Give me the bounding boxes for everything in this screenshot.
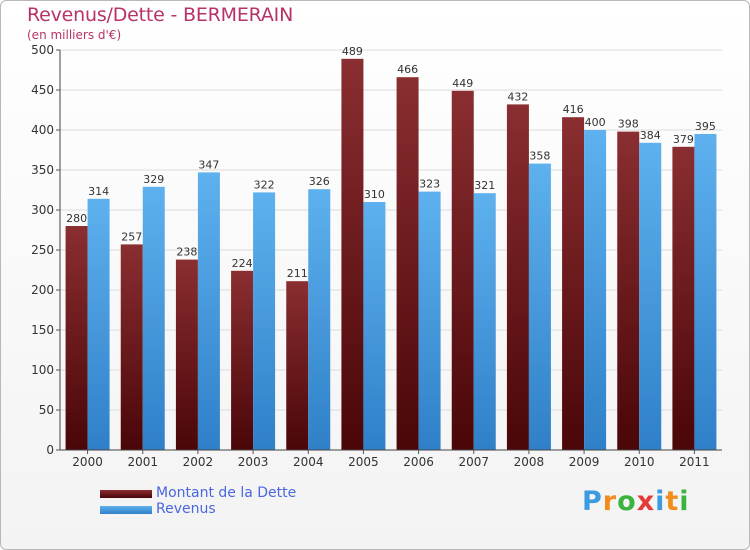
bar-dette-2002 bbox=[175, 259, 198, 450]
bar-dette-2003 bbox=[231, 270, 254, 450]
data-label-revenus-2004: 326 bbox=[309, 175, 330, 188]
grid-lines bbox=[60, 49, 722, 451]
data-label-revenus-2009: 400 bbox=[585, 116, 606, 129]
bar-dette-2004 bbox=[286, 281, 309, 450]
bar-revenus-2010 bbox=[639, 142, 662, 451]
bar-dette-2000 bbox=[65, 226, 88, 450]
data-label-dette-2001: 257 bbox=[121, 230, 142, 243]
proxiti-logo: Proxiti bbox=[582, 486, 690, 517]
data-label-dette-2008: 432 bbox=[507, 90, 528, 103]
logo-letter: r bbox=[602, 486, 618, 517]
logo-letter: x bbox=[636, 486, 656, 517]
xtick-label-2010: 2010 bbox=[624, 455, 655, 469]
bar-revenus-2007 bbox=[473, 193, 496, 450]
ytick-label-450: 450 bbox=[31, 83, 54, 97]
xtick-label-2009: 2009 bbox=[569, 455, 600, 469]
bar-revenus-2000 bbox=[87, 198, 110, 450]
x-axis: 2000 2001 2002 2003 2004 2005 2006 2007 2008 2009… bbox=[72, 450, 710, 469]
data-label-dette-2000: 280 bbox=[66, 212, 87, 225]
data-label-dette-2007: 449 bbox=[452, 77, 473, 90]
bar-revenus-2011 bbox=[694, 134, 717, 450]
xtick-label-2005: 2005 bbox=[348, 455, 379, 469]
data-labels: 280 314 257 329 238 347 224 322 211 326 489 310 466 3… bbox=[66, 45, 716, 280]
bar-dette-2009 bbox=[562, 117, 585, 450]
data-label-dette-2003: 224 bbox=[232, 257, 253, 270]
data-label-revenus-2000: 314 bbox=[88, 185, 109, 198]
data-label-revenus-2006: 323 bbox=[419, 178, 440, 191]
bar-dette-2008 bbox=[506, 104, 529, 451]
ytick-label-400: 400 bbox=[31, 123, 54, 137]
logo-letter: o bbox=[617, 486, 637, 517]
bar-dette-2005 bbox=[341, 58, 364, 451]
data-label-dette-2004: 211 bbox=[287, 267, 308, 280]
bars bbox=[65, 58, 717, 451]
ytick-label-150: 150 bbox=[31, 323, 54, 337]
logo-letter: t bbox=[665, 486, 680, 517]
xtick-label-2007: 2007 bbox=[458, 455, 489, 469]
ytick-label-50: 50 bbox=[39, 403, 54, 417]
data-label-dette-2002: 238 bbox=[176, 246, 197, 259]
bar-dette-2011 bbox=[672, 146, 695, 451]
data-label-revenus-2002: 347 bbox=[198, 158, 219, 171]
y-axis: 0 50 100 150 200 250 300 350 400 450 500 bbox=[31, 43, 722, 457]
data-label-revenus-2003: 322 bbox=[254, 178, 275, 191]
legend-label-dette: Montant de la Dette bbox=[156, 485, 297, 501]
data-label-revenus-2011: 395 bbox=[695, 120, 716, 133]
bar-dette-2006 bbox=[396, 77, 419, 450]
bar-revenus-2006 bbox=[418, 191, 441, 450]
xtick-label-2006: 2006 bbox=[403, 455, 434, 469]
bar-revenus-2005 bbox=[363, 202, 386, 450]
bar-revenus-2001 bbox=[142, 186, 165, 451]
data-label-revenus-2010: 384 bbox=[640, 129, 661, 142]
ytick-label-250: 250 bbox=[31, 243, 54, 257]
ytick-label-100: 100 bbox=[31, 363, 54, 377]
bar-revenus-2004 bbox=[308, 189, 331, 450]
data-label-revenus-2005: 310 bbox=[364, 188, 385, 201]
data-label-dette-2006: 466 bbox=[397, 63, 418, 76]
ytick-label-350: 350 bbox=[31, 163, 54, 177]
chart-title: Revenus/Dette - BERMERAIN bbox=[27, 4, 294, 26]
bar-revenus-2009 bbox=[584, 130, 607, 450]
xtick-label-2001: 2001 bbox=[127, 455, 158, 469]
xtick-label-2000: 2000 bbox=[72, 455, 103, 469]
ytick-label-0: 0 bbox=[46, 443, 54, 457]
xtick-label-2011: 2011 bbox=[679, 455, 710, 469]
bar-revenus-2002 bbox=[197, 172, 220, 450]
bar-dette-2010 bbox=[617, 131, 640, 450]
bar-dette-2007 bbox=[451, 90, 474, 451]
legend-swatch-revenus bbox=[100, 506, 152, 514]
data-label-dette-2009: 416 bbox=[563, 103, 584, 116]
data-label-dette-2010: 398 bbox=[618, 118, 639, 131]
legend-swatch-dette bbox=[100, 490, 152, 498]
data-label-dette-2005: 489 bbox=[342, 45, 363, 58]
legend-label-revenus: Revenus bbox=[156, 501, 216, 517]
xtick-label-2003: 2003 bbox=[238, 455, 269, 469]
ytick-label-200: 200 bbox=[31, 283, 54, 297]
data-label-dette-2011: 379 bbox=[673, 133, 694, 146]
bar-revenus-2003 bbox=[253, 192, 276, 450]
logo-letter: i bbox=[679, 486, 690, 517]
ytick-label-500: 500 bbox=[31, 43, 54, 57]
data-label-revenus-2008: 358 bbox=[529, 150, 550, 163]
ytick-label-300: 300 bbox=[31, 203, 54, 217]
bar-dette-2001 bbox=[120, 244, 143, 450]
chart-subtitle: (en milliers d'€) bbox=[27, 28, 122, 42]
logo-letter: i bbox=[655, 486, 666, 517]
xtick-label-2008: 2008 bbox=[514, 455, 545, 469]
xtick-label-2002: 2002 bbox=[183, 455, 214, 469]
data-label-revenus-2007: 321 bbox=[474, 179, 495, 192]
xtick-label-2004: 2004 bbox=[293, 455, 324, 469]
logo-letter: P bbox=[582, 486, 603, 517]
bar-revenus-2008 bbox=[528, 163, 551, 450]
data-label-revenus-2001: 329 bbox=[143, 173, 164, 186]
